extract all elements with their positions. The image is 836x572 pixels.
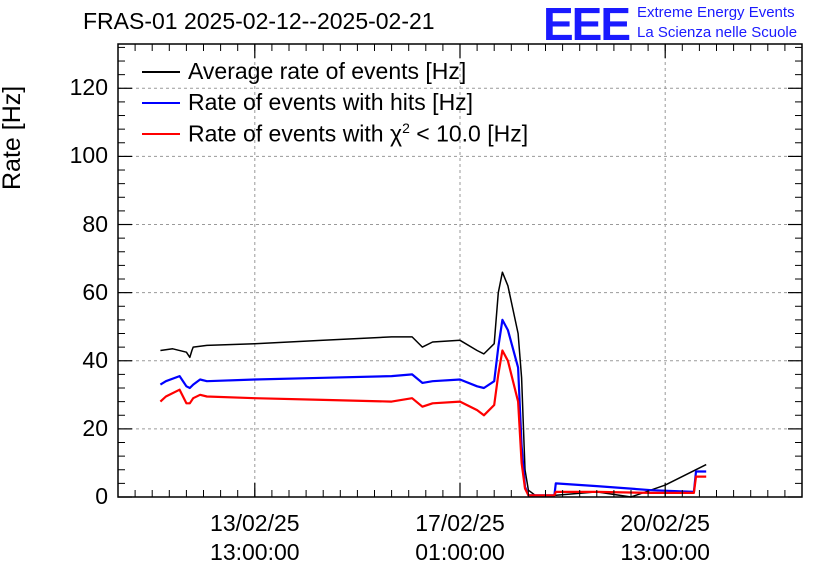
eee-logo: EEE: [543, 0, 631, 50]
y-tick-label: 120: [69, 74, 108, 101]
legend-chi2-symbol: χ: [390, 120, 403, 147]
legend-chi2-suffix: < 10.0 [Hz]: [409, 120, 529, 147]
y-tick-label: 100: [69, 142, 108, 169]
axis-ticks: [118, 44, 802, 498]
legend-chi2-sup: 2: [402, 120, 410, 136]
x-tick-time: 13:00:00: [620, 539, 710, 565]
y-tick-label: 40: [82, 346, 108, 373]
legend-average-label: Average rate of events [Hz]: [188, 58, 467, 84]
x-tick-date: 20/02/25: [620, 510, 710, 536]
x-tick-label: 17/02/25 01:00:00: [390, 509, 530, 567]
grid-lines: [118, 44, 802, 497]
x-tick-time: 13:00:00: [210, 539, 300, 565]
logo-line-1: Extreme Energy Events: [637, 4, 795, 21]
series-hits-line: [159, 318, 707, 497]
x-tick-label: 13/02/25 13:00:00: [185, 509, 325, 567]
series-chi2-line: [159, 349, 707, 497]
logo-line-2: La Scienza nelle Scuole: [637, 24, 798, 41]
legend-chi2-prefix: Rate of events with: [188, 120, 390, 147]
y-tick-label: 0: [95, 483, 108, 509]
chart-title: FRAS-01 2025-02-12--2025-02-21: [83, 8, 435, 34]
legend-swatches: [142, 71, 180, 135]
legend-hits-label: Rate of events with hits [Hz]: [188, 89, 474, 115]
y-tick-label: 20: [82, 414, 108, 441]
x-tick-label: 20/02/25 13:00:00: [595, 509, 735, 567]
legend-hits: Rate of events with hits [Hz]: [188, 89, 473, 116]
y-tick-label: 60: [82, 278, 108, 305]
legend-average: Average rate of events [Hz]: [188, 58, 466, 85]
series-layer: [159, 271, 707, 498]
y-axis-label: Rate [Hz]: [0, 85, 26, 190]
x-tick-date: 17/02/25: [415, 510, 505, 536]
x-tick-time: 01:00:00: [415, 539, 505, 565]
y-tick-label: 80: [82, 210, 108, 237]
x-tick-date: 13/02/25: [210, 510, 300, 536]
legend-chi2: Rate of events with χ2 < 10.0 [Hz]: [188, 120, 528, 148]
series-average-line: [160, 271, 707, 498]
